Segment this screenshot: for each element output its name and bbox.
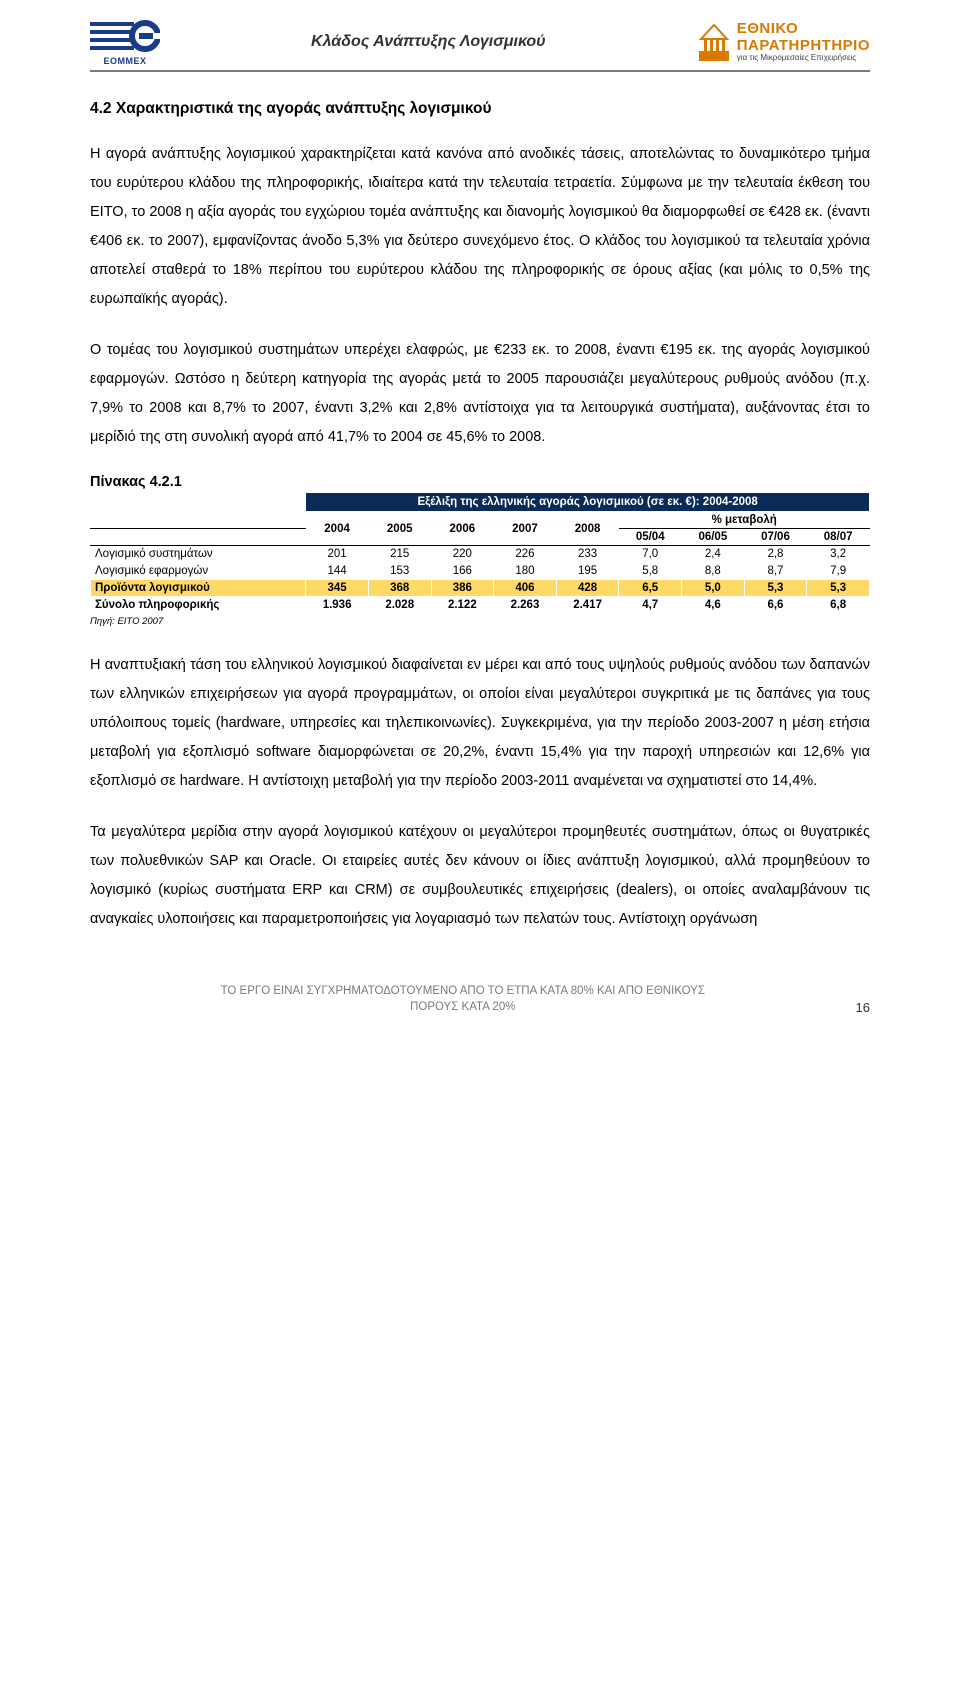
table-row: Λογισμικό εφαρμογών1441531661801955,88,8… [91,563,870,580]
cell-pct: 5,3 [807,580,870,597]
cell-value: 195 [556,563,619,580]
cell-pct: 6,8 [807,597,870,614]
table-blank2 [91,529,306,546]
cell-value: 201 [306,546,369,563]
cell-pct: 2,8 [744,546,807,563]
cell-value: 345 [306,580,369,597]
cell-value: 233 [556,546,619,563]
cell-value: 166 [431,563,494,580]
header-right-logo-l3: για τις Μικρομεσαίες Επιχειρήσεις [737,54,870,63]
header-right-logo-l1: ΕΘΝΙΚΟ [737,21,870,38]
page-header: EOMMEX Κλάδος Ανάπτυξης Λογισμικού ΕΘΝΙΚ… [90,18,870,66]
eommex-logo-icon [90,18,160,54]
cell-value: 386 [431,580,494,597]
footer-line1: ΤΟ ΕΡΓΟ ΕΙΝΑΙ ΣΥΓΧΡΗΜΑΤΟΔΟΤΟΥΜΕΝΟ ΑΠΟ ΤΟ… [221,985,705,997]
cell-pct: 6,6 [744,597,807,614]
col-2007: 2007 [494,512,557,546]
cell-pct: 8,7 [744,563,807,580]
col-2006: 2006 [431,512,494,546]
cell-value: 226 [494,546,557,563]
section-heading: 4.2 Χαρακτηριστικά της αγοράς ανάπτυξης … [90,100,870,118]
paragraph-2: Ο τομέας του λογισμικού συστημάτων υπερέ… [90,336,870,452]
table-row: Προϊόντα λογισμικού3453683864064286,55,0… [91,580,870,597]
cell-value: 215 [368,546,431,563]
cell-value: 2.417 [556,597,619,614]
col-0706: 07/06 [744,529,807,546]
table-corner [91,493,306,512]
header-right-logo-l2: ΠΑΡΑΤΗΡΗΤΗΡΙΟ [737,38,870,55]
cell-value: 144 [306,563,369,580]
table-title: Εξέλιξη της ελληνικής αγοράς λογισμικού … [306,493,870,512]
cell-value: 428 [556,580,619,597]
col-0504: 05/04 [619,529,682,546]
cell-value: 1.936 [306,597,369,614]
cell-pct: 4,7 [619,597,682,614]
row-label: Προϊόντα λογισμικού [91,580,306,597]
page-footer: ΤΟ ΕΡΓΟ ΕΙΝΑΙ ΣΥΓΧΡΗΜΑΤΟΔΟΤΟΥΜΕΝΟ ΑΠΟ ΤΟ… [90,984,870,1015]
cell-value: 2.263 [494,597,557,614]
cell-value: 180 [494,563,557,580]
table-caption: Πίνακας 4.2.1 [90,474,870,490]
cell-pct: 4,6 [682,597,745,614]
paragraph-4: Τα μεγαλύτερα μερίδια στην αγορά λογισμι… [90,818,870,934]
paratiritirio-logo-icon [697,21,731,63]
cell-pct: 2,4 [682,546,745,563]
cell-value: 368 [368,580,431,597]
table-row: Σύνολο πληροφορικής1.9362.0282.1222.2632… [91,597,870,614]
header-right-logo: ΕΘΝΙΚΟ ΠΑΡΑΤΗΡΗΤΗΡΙΟ για τις Μικρομεσαίε… [697,21,870,63]
row-label: Λογισμικό εφαρμογών [91,563,306,580]
cell-value: 406 [494,580,557,597]
page-number: 16 [836,1000,870,1015]
row-label: Σύνολο πληροφορικής [91,597,306,614]
col-2004: 2004 [306,512,369,546]
cell-pct: 8,8 [682,563,745,580]
cell-pct: 5,3 [744,580,807,597]
header-left-logo: EOMMEX [90,18,160,66]
col-2008: 2008 [556,512,619,546]
footer-line2: ΠΟΡΟΥΣ ΚΑΤΑ 20% [410,1001,515,1013]
cell-pct: 3,2 [807,546,870,563]
cell-value: 153 [368,563,431,580]
col-pct-change: % μεταβολή [619,512,870,529]
row-label: Λογισμικό συστημάτων [91,546,306,563]
header-title: Κλάδος Ανάπτυξης Λογισμικού [160,33,697,51]
cell-pct: 7,9 [807,563,870,580]
header-rule [90,70,870,72]
table-row: Λογισμικό συστημάτων2012152202262337,02,… [91,546,870,563]
cell-pct: 5,8 [619,563,682,580]
paragraph-1: Η αγορά ανάπτυξης λογισμικού χαρακτηρίζε… [90,140,870,314]
col-2005: 2005 [368,512,431,546]
cell-pct: 7,0 [619,546,682,563]
cell-pct: 5,0 [682,580,745,597]
col-0807: 08/07 [807,529,870,546]
header-left-logo-text: EOMMEX [103,56,146,66]
col-0605: 06/05 [682,529,745,546]
cell-value: 220 [431,546,494,563]
cell-pct: 6,5 [619,580,682,597]
table-blank [91,512,306,529]
market-evolution-table: Εξέλιξη της ελληνικής αγοράς λογισμικού … [90,492,870,614]
paragraph-3: Η αναπτυξιακή τάση του ελληνικού λογισμι… [90,651,870,796]
cell-value: 2.028 [368,597,431,614]
cell-value: 2.122 [431,597,494,614]
table-source: Πηγή: EITO 2007 [90,616,870,627]
